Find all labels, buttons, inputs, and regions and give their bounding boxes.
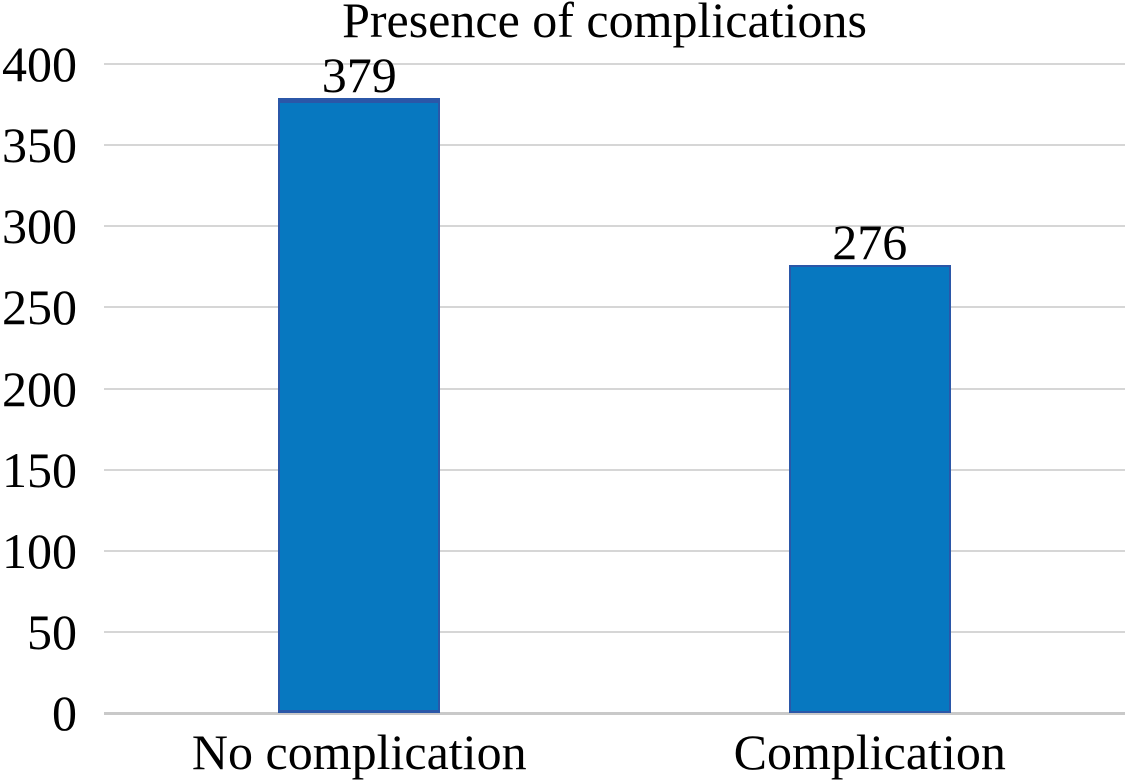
chart-title: Presence of complications [342,0,867,48]
y-axis-tick-label: 350 [2,117,77,174]
bar-value-label: 379 [321,47,397,104]
gridline [104,387,1125,390]
y-axis-tick-label: 250 [2,279,77,336]
bar-no-complication [278,98,441,713]
gridline [104,144,1125,147]
gridline [104,630,1125,633]
gridline [104,63,1125,65]
y-axis-tick-label: 200 [2,360,77,417]
y-axis-tick-label: 400 [2,36,77,92]
x-axis-category-label: No complication [191,724,527,780]
y-axis-tick-label: 100 [2,522,77,579]
y-axis-tick-label: 0 [52,685,77,741]
y-axis-tick-label: 50 [27,603,77,660]
gridline [104,549,1125,552]
bar-complication [788,265,951,713]
bar-value-label: 276 [832,214,908,271]
x-axis-category-label: Complication [733,724,1006,780]
gridline [104,468,1125,471]
gridline [104,225,1125,228]
x-axis-line [104,712,1125,715]
y-axis-tick-label: 150 [2,441,77,498]
gridline [104,306,1125,309]
y-axis-tick-label: 300 [2,198,77,255]
